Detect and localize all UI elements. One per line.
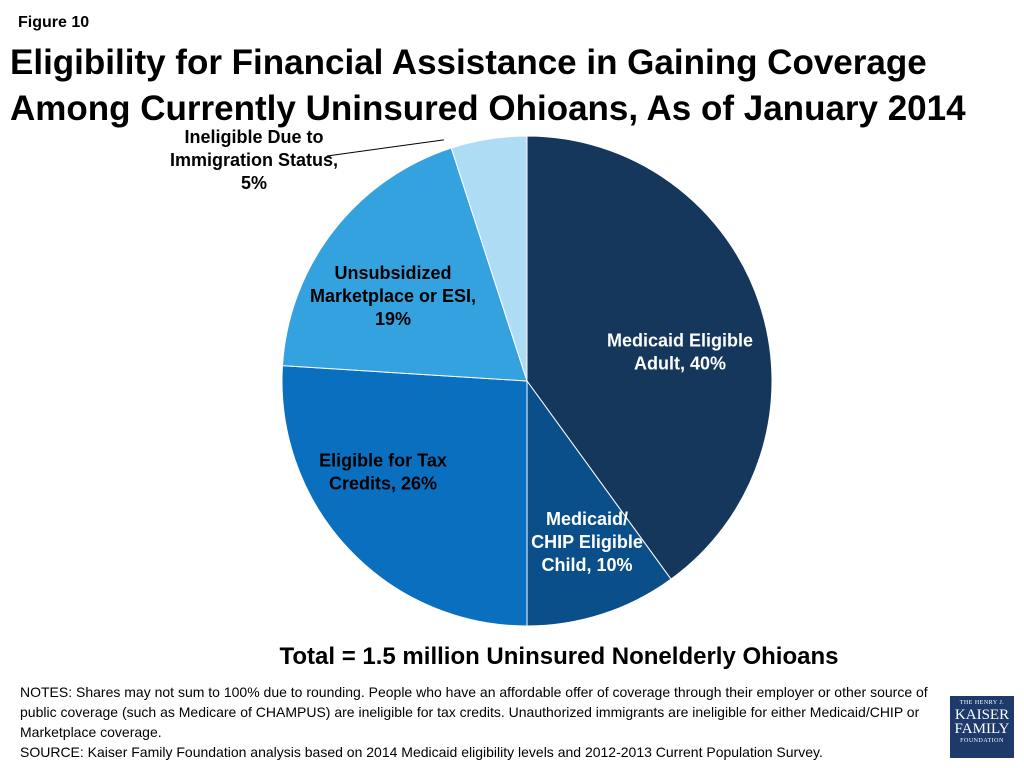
slice-label-0-line-1: Adult, 40%	[634, 354, 726, 374]
pie-slice-0	[526, 135, 773, 580]
chart-notes: NOTES: Shares may not sum to 100% due to…	[20, 682, 935, 762]
chart-title-line-2: Among Currently Uninsured Ohioans, As of…	[10, 89, 966, 128]
slice-label-4-line-1: Immigration Status,	[170, 150, 338, 170]
figure-label: Figure 10	[18, 14, 90, 31]
pie-chart: Medicaid Eligible Adult, 40% Medicaid/CHIP…	[170, 127, 773, 627]
chart-title: Eligibility for Financial Assistance in …	[10, 40, 1010, 132]
slice-label-2-line-0: Eligible for Tax	[319, 451, 447, 471]
slice-label-2: Eligible for Tax Credits, 26%	[319, 451, 447, 494]
slice-label-4-line-2: 5%	[241, 173, 267, 193]
slice-label-1-line-1: CHIP Eligible	[531, 532, 643, 552]
slice-label-2-line-1: Credits, 26%	[329, 474, 437, 494]
pie-slice-1	[526, 379, 672, 627]
pie-slice-4	[450, 135, 528, 382]
slice-label-1-line-0: Medicaid/	[546, 509, 628, 529]
notes-text: NOTES: Shares may not sum to 100% due to…	[20, 684, 928, 740]
pie-slice-3	[281, 147, 528, 382]
logo-line-3: FAMILY	[954, 721, 1010, 737]
slice-label-3-line-2: 19%	[375, 309, 411, 329]
slice-label-3-line-0: Unsubsidized	[334, 263, 451, 283]
slice-label-1: Medicaid/CHIP Eligible Child, 10%	[531, 509, 643, 575]
slice-label-4: Ineligible Due to Immigration Status, 5%	[170, 127, 338, 193]
slice-label-0-line-0: Medicaid Eligible	[607, 331, 753, 351]
slice-label-3: Unsubsidized Marketplace or ESI, 19%	[310, 263, 476, 329]
source-text: SOURCE: Kaiser Family Foundation analysi…	[20, 744, 823, 760]
slice-label-1-line-2: Child, 10%	[541, 555, 632, 575]
leader-line	[326, 139, 444, 157]
logo-line-2: KAISER	[954, 707, 1010, 723]
slice-label-0: Medicaid Eligible Adult, 40%	[607, 331, 753, 374]
chart-title-line-1: Eligibility for Financial Assistance in …	[10, 43, 927, 82]
slice-label-4-line-0: Ineligible Due to	[184, 127, 323, 147]
pie-slice-2	[281, 365, 528, 627]
kff-logo: THE HENRY J. KAISER FAMILY FOUNDATION	[950, 696, 1014, 758]
logo-line-1: THE HENRY J.	[959, 700, 1005, 706]
slice-label-3-line-1: Marketplace or ESI,	[310, 286, 476, 306]
logo-line-4: FOUNDATION	[960, 738, 1004, 744]
chart-total: Total = 1.5 million Uninsured Nonelderly…	[279, 643, 839, 670]
